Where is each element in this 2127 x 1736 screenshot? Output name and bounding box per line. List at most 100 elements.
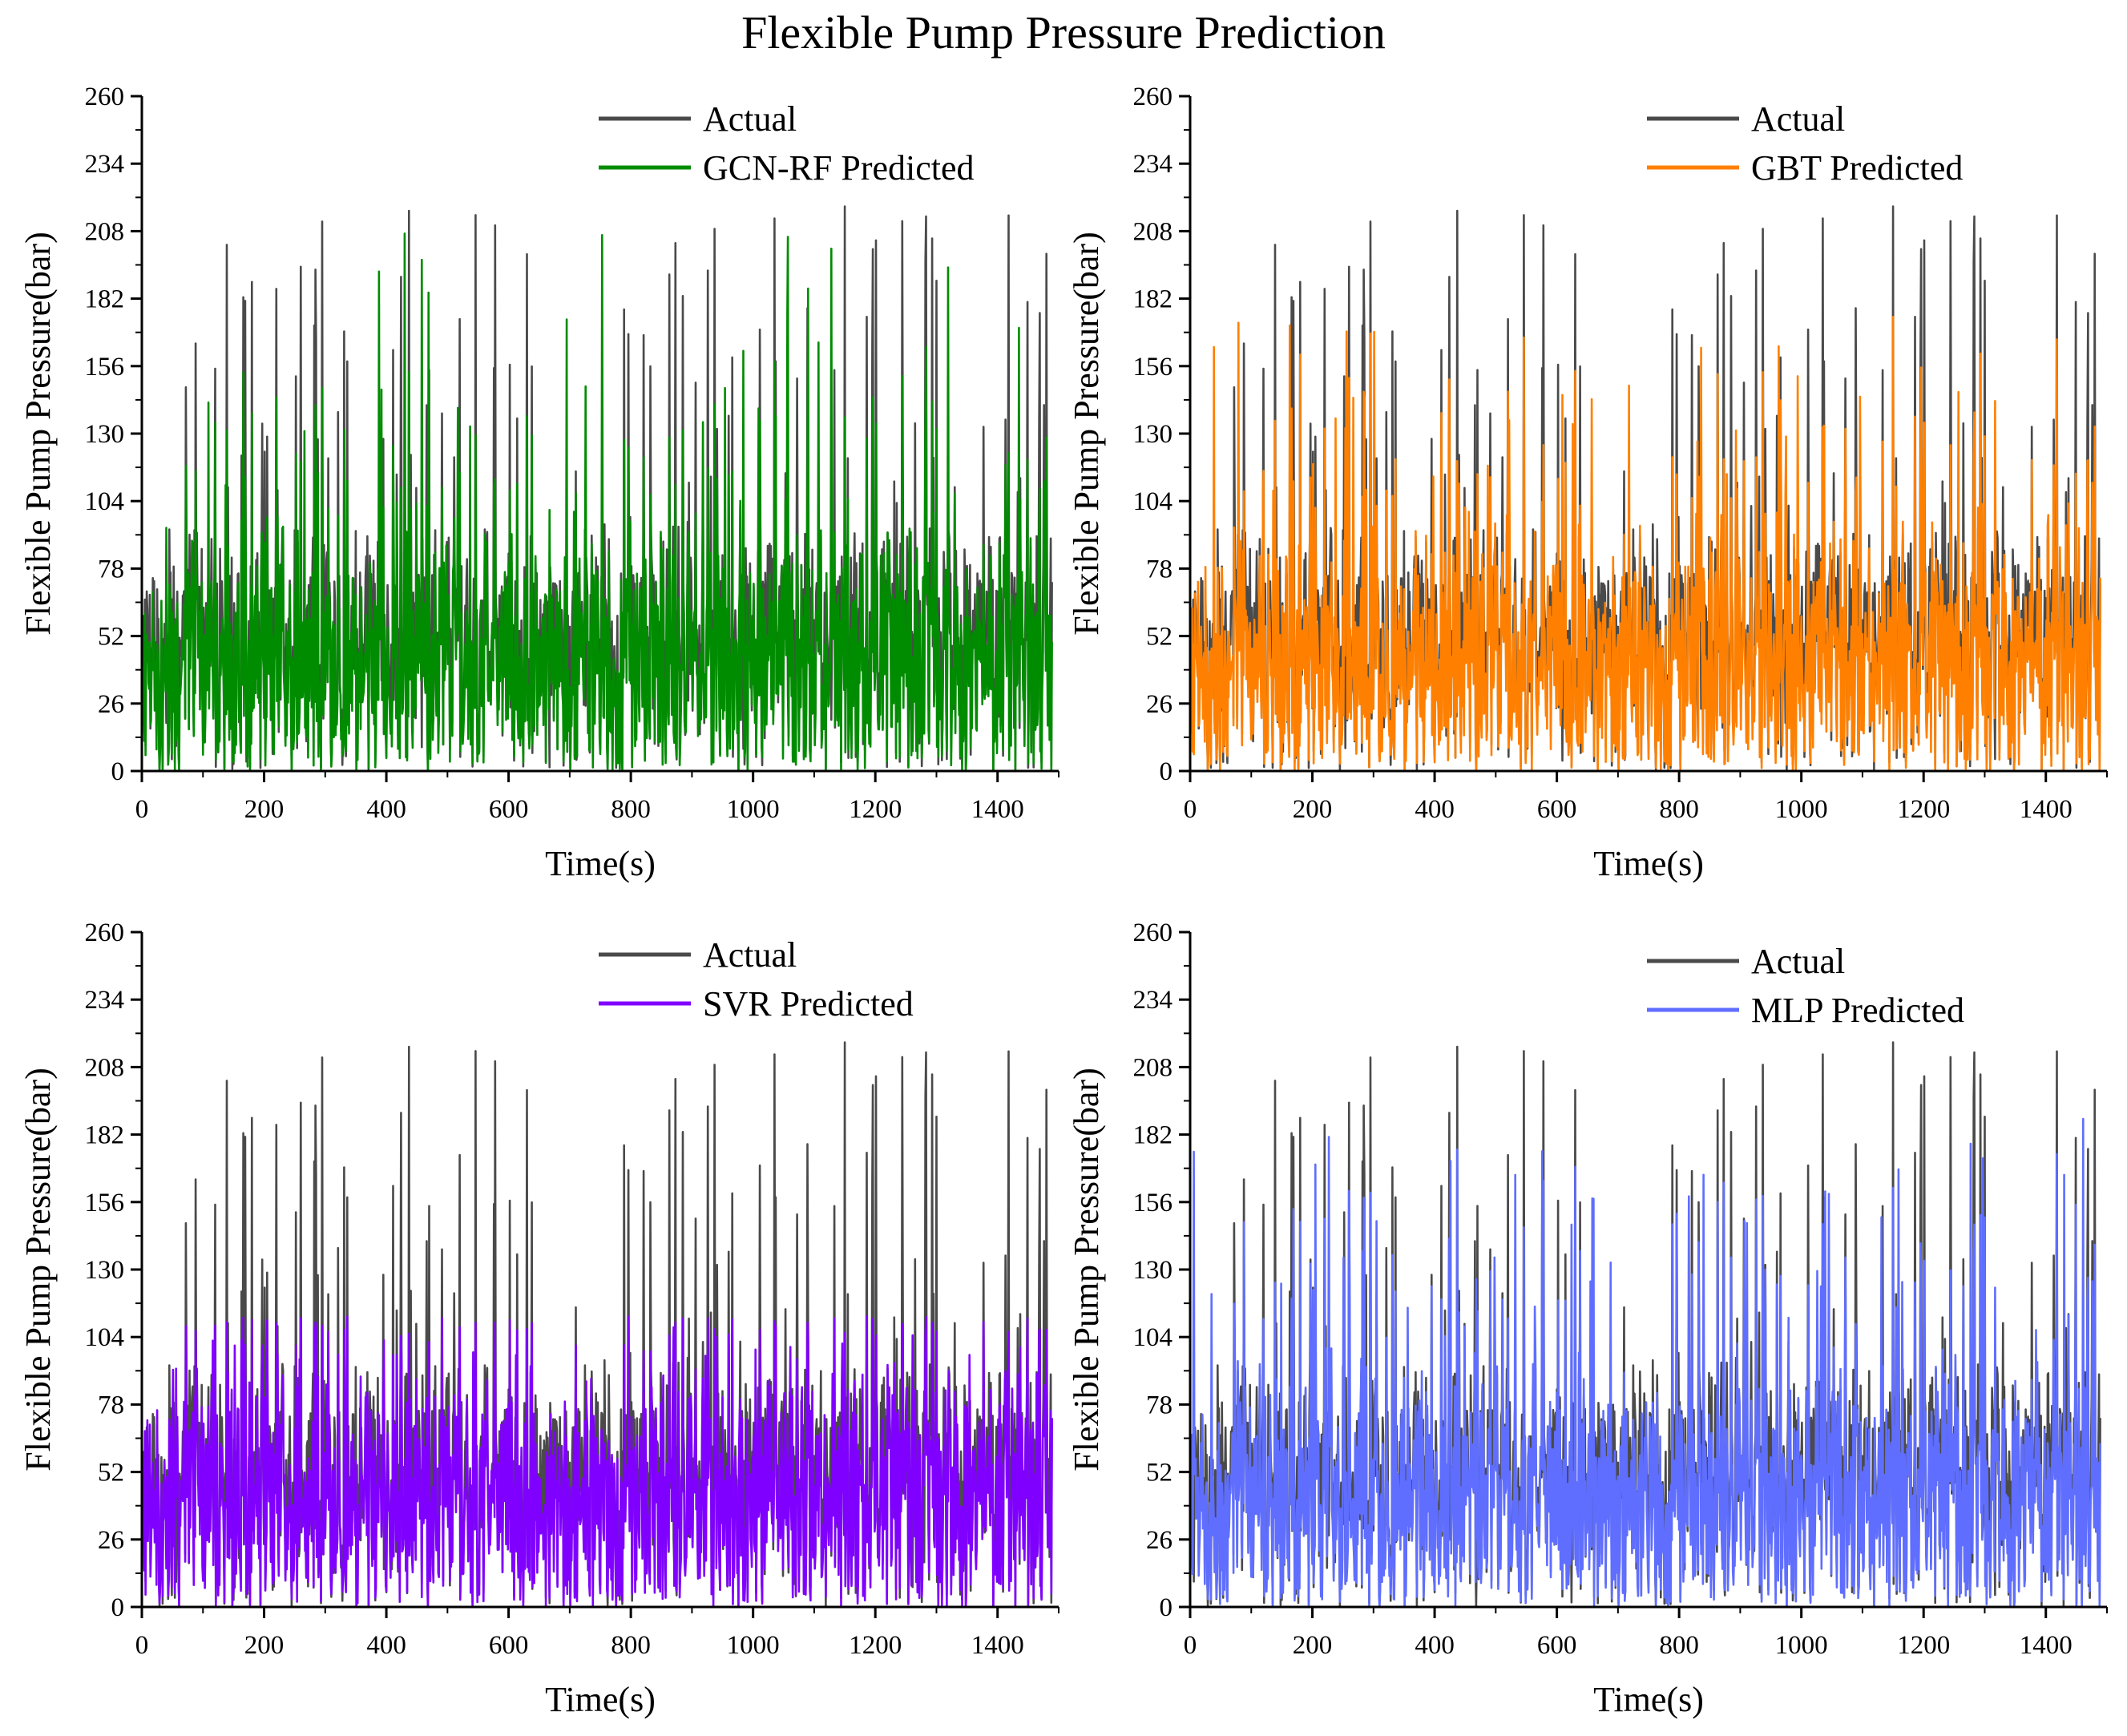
y-tick-label: 130 [1133, 420, 1173, 449]
x-tick-label: 800 [611, 1631, 651, 1660]
y-tick-label: 208 [1133, 1053, 1173, 1082]
x-tick-label: 1400 [971, 1631, 1024, 1660]
panel-bottom-left: 0 26 52 78 104 130 156 182 208 234 260 0 200 400 600 80… [18, 918, 1059, 1719]
x-tick-label: 800 [1659, 1631, 1699, 1660]
y-tick-label: 234 [85, 150, 125, 179]
legend: Actual SVR Predicted [599, 935, 914, 1023]
legend-label: MLP Predicted [1751, 991, 1964, 1030]
y-tick-label: 130 [1133, 1256, 1173, 1285]
y-tick-label: 208 [85, 1053, 125, 1082]
y-tick-label: 260 [1133, 83, 1173, 111]
x-tick-label: 1200 [1897, 795, 1950, 824]
x-tick-label: 0 [135, 1631, 149, 1660]
y-tick-label: 52 [1146, 623, 1172, 652]
x-tick-label: 1400 [971, 795, 1024, 824]
y-tick-label: 26 [1146, 690, 1172, 719]
y-tick-label: 182 [85, 285, 125, 314]
y-tick-label: 208 [85, 217, 125, 246]
y-tick-label: 234 [85, 986, 125, 1015]
y-tick-label: 156 [85, 1189, 125, 1217]
legend-label: Actual [1751, 99, 1845, 139]
x-axis-title: Time(s) [1593, 1680, 1704, 1719]
x-tick-label: 1400 [2020, 1631, 2073, 1660]
y-tick-label: 104 [85, 1323, 125, 1352]
plot-area [1190, 205, 2101, 771]
x-tick-label: 600 [489, 795, 529, 824]
series-line-gbt-predicted [1190, 316, 2101, 771]
x-tick-label: 1200 [1897, 1631, 1950, 1660]
legend: Actual GBT Predicted [1647, 99, 1963, 188]
x-tick-label: 800 [1659, 795, 1699, 824]
series-line-gcn-rf-predicted [142, 232, 1053, 771]
y-axis-title: Flexible Pump Pressure(bar) [1067, 1068, 1106, 1471]
y-tick-label: 156 [85, 353, 125, 382]
x-tick-label: 200 [244, 795, 285, 824]
y-tick-label: 104 [1133, 1323, 1173, 1352]
x-tick-label: 200 [244, 1631, 285, 1660]
legend: Actual MLP Predicted [1647, 942, 1964, 1030]
x-tick-label: 1000 [1775, 795, 1828, 824]
y-tick-label: 130 [85, 1256, 125, 1285]
x-tick-label: 1200 [849, 1631, 902, 1660]
x-tick-label: 600 [1537, 795, 1577, 824]
x-axis-title: Time(s) [545, 1680, 656, 1719]
x-tick-label: 0 [135, 795, 149, 824]
y-axis-title: Flexible Pump Pressure(bar) [18, 232, 58, 635]
x-tick-label: 0 [1184, 1631, 1197, 1660]
x-tick-label: 1000 [727, 1631, 780, 1660]
series-line-mlp-predicted [1190, 1117, 2101, 1607]
y-tick-label: 182 [1133, 1121, 1173, 1150]
y-tick-label: 78 [1146, 555, 1172, 583]
x-tick-label: 1000 [1775, 1631, 1828, 1660]
y-tick-label: 156 [1133, 1189, 1173, 1217]
x-tick-label: 400 [1415, 795, 1455, 824]
y-tick-label: 182 [1133, 285, 1173, 314]
y-tick-label: 52 [1146, 1459, 1172, 1488]
y-tick-label: 104 [85, 487, 125, 516]
y-tick-label: 26 [98, 690, 124, 719]
y-tick-label: 0 [1160, 757, 1173, 786]
legend-label: Actual [1751, 942, 1845, 981]
x-tick-label: 1400 [2020, 795, 2073, 824]
plot-area [1190, 1041, 2101, 1607]
legend-label: Actual [703, 935, 797, 975]
x-tick-label: 600 [1537, 1631, 1577, 1660]
y-tick-label: 26 [98, 1526, 124, 1555]
x-tick-label: 400 [366, 1631, 406, 1660]
y-axis-title: Flexible Pump Pressure(bar) [18, 1068, 58, 1471]
y-tick-label: 0 [111, 1593, 125, 1622]
y-tick-label: 130 [85, 420, 125, 449]
x-tick-label: 400 [366, 795, 406, 824]
y-tick-label: 104 [1133, 487, 1173, 516]
y-tick-label: 0 [111, 757, 125, 786]
x-tick-label: 800 [611, 795, 651, 824]
legend: Actual GCN-RF Predicted [599, 99, 975, 188]
y-tick-label: 208 [1133, 217, 1173, 246]
panel-top-left: 0 26 52 78 104 130 156 182 208 234 260 0 200 400 600 80… [18, 83, 1059, 883]
y-tick-label: 234 [1133, 986, 1173, 1015]
panel-top-right: 0 26 52 78 104 130 156 182 208 234 260 0 200 400 600 80… [1067, 83, 2108, 883]
x-tick-label: 200 [1293, 795, 1333, 824]
y-tick-label: 260 [85, 918, 125, 947]
series-line-svr-predicted [142, 1315, 1053, 1607]
x-tick-label: 0 [1184, 795, 1197, 824]
y-tick-label: 0 [1160, 1593, 1173, 1622]
y-tick-label: 52 [98, 1459, 124, 1488]
y-tick-label: 78 [1146, 1391, 1172, 1419]
x-tick-label: 400 [1415, 1631, 1455, 1660]
plot-area [142, 1041, 1053, 1607]
x-tick-label: 1000 [727, 795, 780, 824]
y-tick-label: 78 [98, 1391, 124, 1419]
y-tick-label: 26 [1146, 1526, 1172, 1555]
y-tick-label: 234 [1133, 150, 1173, 179]
x-tick-label: 600 [489, 1631, 529, 1660]
legend-label: Actual [703, 99, 797, 139]
x-axis-title: Time(s) [1593, 844, 1704, 883]
x-axis-title: Time(s) [545, 844, 656, 883]
figure-title: Flexible Pump Pressure Prediction [741, 6, 1386, 59]
x-tick-label: 1200 [849, 795, 902, 824]
x-tick-label: 200 [1293, 1631, 1333, 1660]
y-axis-title: Flexible Pump Pressure(bar) [1067, 232, 1106, 635]
